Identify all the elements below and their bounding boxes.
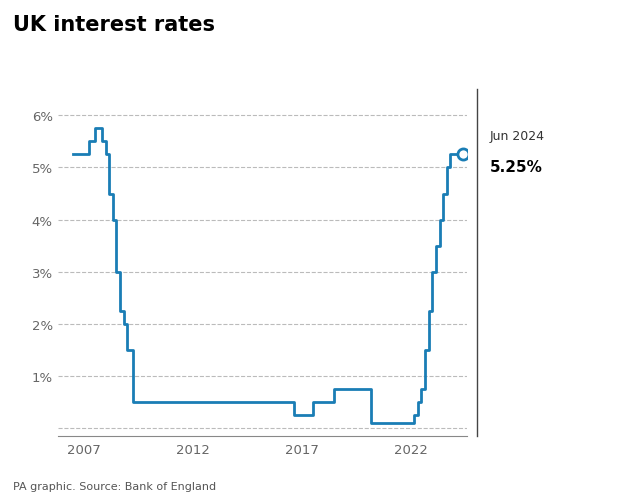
Text: Jun 2024: Jun 2024 bbox=[490, 130, 545, 143]
Text: PA graphic. Source: Bank of England: PA graphic. Source: Bank of England bbox=[13, 481, 216, 491]
Text: 5.25%: 5.25% bbox=[490, 160, 543, 175]
Text: UK interest rates: UK interest rates bbox=[13, 15, 215, 35]
